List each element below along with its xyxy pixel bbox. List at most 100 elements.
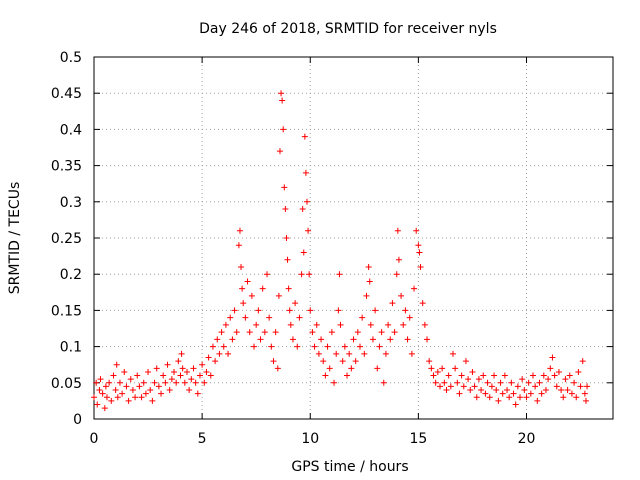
- data-point: [432, 379, 439, 386]
- data-point: [575, 368, 582, 375]
- data-point: [229, 336, 236, 343]
- data-point: [337, 321, 344, 328]
- data-point: [239, 285, 246, 292]
- data-point: [380, 379, 387, 386]
- data-point: [307, 307, 314, 314]
- grid-lines: [94, 57, 613, 419]
- data-point: [504, 387, 511, 394]
- y-tick-label: 0.3: [60, 195, 82, 211]
- data-point: [402, 307, 409, 314]
- data-point: [129, 387, 136, 394]
- data-point: [186, 387, 193, 394]
- data-point: [155, 383, 162, 390]
- data-point: [529, 372, 536, 379]
- data-point: [564, 387, 571, 394]
- data-point: [113, 361, 120, 368]
- data-point: [261, 329, 268, 336]
- data-point: [274, 365, 281, 372]
- y-tick-label: 0.4: [60, 122, 82, 138]
- data-point: [443, 387, 450, 394]
- data-point: [173, 379, 180, 386]
- data-point: [508, 379, 515, 386]
- data-points: [91, 90, 591, 412]
- data-point: [199, 361, 206, 368]
- data-point: [506, 394, 513, 401]
- data-point: [408, 350, 415, 357]
- data-point: [367, 321, 374, 328]
- data-point: [395, 256, 402, 263]
- data-point: [142, 390, 149, 397]
- data-point: [294, 343, 301, 350]
- data-point: [478, 387, 485, 394]
- data-point: [527, 390, 534, 397]
- data-point: [573, 394, 580, 401]
- data-point: [127, 376, 134, 383]
- data-point: [437, 383, 443, 390]
- data-point: [94, 401, 101, 408]
- data-point: [413, 227, 420, 234]
- data-point: [458, 372, 465, 379]
- data-point: [344, 372, 351, 379]
- data-point: [91, 394, 97, 401]
- data-point: [365, 263, 372, 270]
- data-point: [300, 249, 307, 256]
- data-point: [188, 376, 195, 383]
- data-point: [106, 379, 113, 386]
- data-point: [525, 379, 532, 386]
- data-point: [536, 379, 543, 386]
- data-point: [456, 390, 463, 397]
- data-point: [116, 379, 123, 386]
- data-point: [359, 314, 366, 321]
- data-point: [158, 390, 165, 397]
- data-point: [233, 329, 240, 336]
- data-point: [147, 387, 154, 394]
- data-point: [336, 271, 343, 278]
- data-point: [331, 379, 338, 386]
- data-point: [501, 372, 508, 379]
- data-point: [482, 390, 489, 397]
- y-tick-labels: 0 0.05 0.1 0.15 0.2 0.25 0.3 0.35 0.4 0.45 0.5: [51, 50, 82, 428]
- plot-frame: [93, 56, 614, 420]
- data-point: [218, 329, 225, 336]
- data-point: [207, 372, 214, 379]
- data-point: [469, 368, 476, 375]
- data-point: [424, 336, 431, 343]
- data-point: [571, 379, 578, 386]
- data-point: [510, 390, 517, 397]
- data-point: [110, 372, 117, 379]
- data-point: [177, 372, 184, 379]
- data-point: [523, 394, 530, 401]
- data-point: [264, 271, 270, 278]
- data-point: [315, 350, 322, 357]
- data-point: [153, 365, 160, 372]
- data-point: [577, 383, 584, 390]
- data-point: [222, 321, 229, 328]
- data-point: [132, 394, 139, 401]
- data-point: [499, 390, 506, 397]
- data-point: [205, 354, 212, 361]
- data-point: [555, 368, 562, 375]
- data-point: [123, 383, 130, 390]
- data-point: [296, 314, 303, 321]
- data-point: [473, 394, 480, 401]
- data-point: [231, 307, 238, 314]
- x-axis-label: GPS time / hours: [291, 459, 408, 475]
- data-point: [160, 372, 167, 379]
- data-point: [178, 350, 185, 357]
- data-point: [192, 379, 199, 386]
- data-point: [96, 387, 103, 394]
- data-point: [282, 206, 289, 213]
- data-point: [259, 285, 266, 292]
- data-point: [203, 368, 210, 375]
- data-point: [248, 292, 255, 299]
- data-point: [374, 365, 381, 372]
- data-point: [335, 307, 342, 314]
- data-point: [114, 394, 121, 401]
- data-point: [304, 198, 311, 205]
- x-tick-label: 15: [409, 431, 427, 447]
- data-point: [253, 321, 260, 328]
- data-point: [102, 383, 109, 390]
- data-point: [545, 376, 552, 383]
- data-point: [93, 379, 100, 386]
- data-point: [168, 376, 175, 383]
